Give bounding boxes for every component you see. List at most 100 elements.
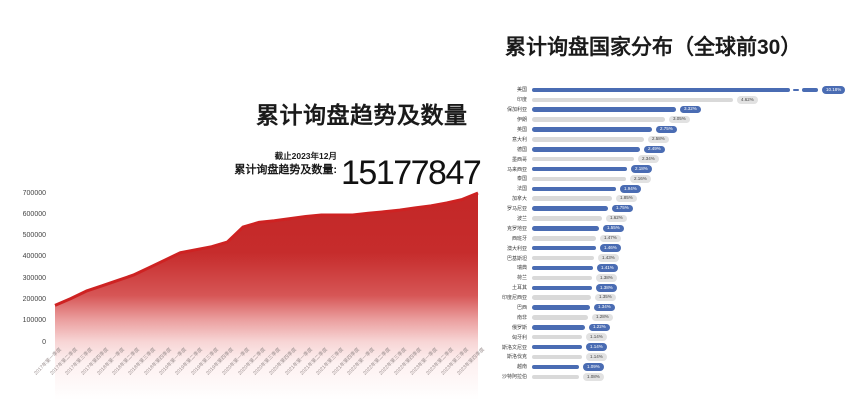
value-badge: 1.14% [586,333,607,341]
bar-row: 越南 1.09% [452,362,850,372]
bar [532,156,634,162]
bar-row: 瑞典 1.41% [452,263,850,273]
bar-row: 南非 1.28% [452,312,850,322]
y-tick-label: 700000 [22,189,46,197]
bar [532,265,593,271]
bar-row: 俄罗斯 1.22% [452,322,850,332]
country-label: 加拿大 [511,196,527,203]
bar-row: 波兰 1.62% [452,214,850,224]
value-badge: 2.16% [630,175,651,183]
asof-date-label: 截止2023年12月 [274,151,337,161]
country-label: 墨西哥 [511,156,527,163]
value-badge: 1.38% [596,274,617,282]
bar [532,216,602,221]
bar [532,236,596,241]
bar [532,107,676,112]
country-label: 伊朗 [516,117,527,124]
bar [532,206,608,211]
country-label: 英国 [516,127,527,133]
country-label: 印度 [516,97,527,104]
bar-row: 伊朗 3.05% [452,115,850,125]
country-label: 越南 [516,364,527,371]
y-tick-label: 600000 [22,210,46,218]
bar [532,226,599,231]
bar [532,87,790,93]
bar [532,305,590,310]
area-fill [55,193,478,400]
bar [532,186,616,192]
value-badge: 1.08% [583,373,604,381]
bar-row: 意大利 2.58% [452,134,850,144]
y-tick-label: 400000 [22,253,46,261]
country-bar-list: 美国 10.18% 印度 4.62% 保加利亚 3.32% 伊朗 3.05% 英国 2.75% 意大… [452,85,850,382]
total-label: 累计询盘趋势及数量: [234,164,337,176]
value-badge: 1.46% [600,244,621,252]
bar [532,255,594,261]
value-badge: 1.28% [592,313,613,322]
bar [532,295,591,300]
country-label: 罗马尼亚 [506,206,527,213]
total-inquiry-count: 15177847 [341,154,482,192]
value-badge: 3.05% [669,115,690,124]
bar-row: 巴西 1.34% [452,303,850,313]
value-badge: 3.32% [680,105,701,114]
value-badge: 1.22% [589,323,610,332]
country-label: 泰国 [516,176,527,183]
bar-row: 保加利亚 3.32% [452,105,850,115]
bar [532,275,592,281]
value-badge: 1.38% [596,284,617,292]
bar-row: 泰国 2.16% [452,174,850,184]
country-label: 波兰 [516,216,527,223]
bar-row: 德国 2.49% [452,144,850,154]
bar-row: 英国 2.75% [452,125,850,135]
y-tick-label: 200000 [22,296,46,304]
bar-row: 斯洛伐克 1.14% [452,352,850,362]
country-label: 瑞典 [516,265,527,272]
bar-row: 美国 10.18% [452,85,850,95]
bar [532,117,665,122]
country-label: 克罗地亚 [506,225,527,232]
country-label: 德国 [516,146,527,153]
bar [532,137,644,142]
bar-row: 澳大利亚 1.46% [452,243,850,253]
bar-row: 印度尼西亚 1.35% [452,293,850,303]
country-label: 俄罗斯 [511,324,527,331]
country-label: 印度尼西亚 [501,295,527,302]
bar [532,97,733,103]
bar [532,166,627,172]
value-badge: 1.14% [586,343,607,351]
value-badge: 1.94% [620,185,641,193]
bar-row: 加拿大 1.85% [452,194,850,204]
axis-break-dash [793,89,799,91]
bar-row: 墨西哥 2.34% [452,154,850,164]
bar [532,325,585,330]
value-badge: 1.43% [598,254,619,262]
bar-row: 印度 4.62% [452,95,850,105]
bar-row: 荷兰 1.38% [452,273,850,283]
value-badge: 1.34% [594,303,615,312]
value-badge: 1.09% [583,363,604,371]
country-label: 巴基斯坦 [506,255,527,262]
bar [532,354,582,360]
bar-row: 土耳其 1.38% [452,283,850,293]
bar-row: 斯洛文尼亚 1.14% [452,342,850,352]
country-label: 匈牙利 [511,334,527,341]
trend-chart-title: 累计询盘趋势及数量 [256,102,468,128]
value-badge: 1.62% [606,214,627,223]
bar [532,364,579,370]
bar-row: 沙特阿拉伯 1.08% [452,372,850,382]
bar [802,87,818,93]
value-badge: 2.75% [656,125,677,134]
y-tick-label: 500000 [22,232,46,240]
country-chart-title: 累计询盘国家分布（全球前30） [505,36,802,59]
country-label: 澳大利亚 [506,245,527,252]
country-label: 南非 [516,314,527,321]
area-top-line [54,191,479,307]
value-badge: 10.18% [822,86,846,94]
country-label: 西班牙 [511,235,527,242]
value-badge: 1.85% [616,194,637,203]
bar [532,176,626,182]
trend-subtitle: 截止2023年12月 累计询盘趋势及数量: [197,151,337,177]
bar-row: 克罗地亚 1.55% [452,223,850,233]
